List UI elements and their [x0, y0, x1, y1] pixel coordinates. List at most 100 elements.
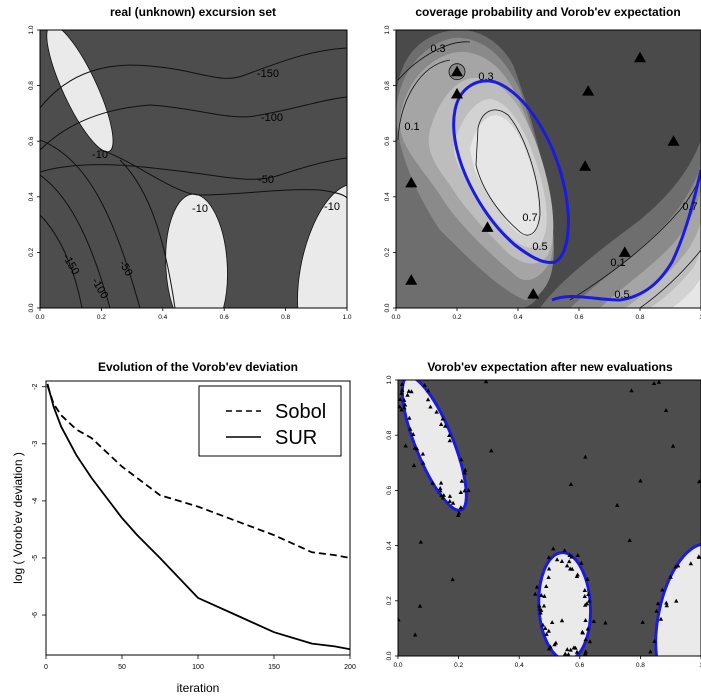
evaluation-point [660, 587, 665, 592]
evaluation-point [425, 397, 431, 402]
x-tick-label: 0.0 [393, 662, 402, 669]
design-points [405, 51, 680, 299]
evaluation-point [583, 651, 588, 656]
evaluation-point [447, 493, 453, 498]
vorobev-regions [400, 380, 701, 656]
evaluation-point [565, 647, 570, 652]
plot-frame [395, 29, 701, 309]
x-tick-label: 0.0 [35, 314, 44, 321]
y-tick-label: 0.6 [28, 136, 35, 145]
x-axis: 0 50 100 150 200 [44, 655, 356, 671]
evaluation-point [462, 488, 467, 493]
design-point [481, 221, 494, 232]
evaluation-point [652, 638, 657, 643]
y-tick-label: 1.0 [386, 375, 393, 384]
evaluation-point [406, 388, 412, 393]
contour-line [99, 149, 347, 199]
evaluation-point [656, 380, 662, 384]
evaluation-point [408, 426, 413, 431]
evaluation-point [638, 478, 643, 483]
evaluation-point [664, 603, 669, 608]
line-series [46, 383, 351, 651]
x-axis: 0.0 0.2 0.4 0.6 0.8 1.0 [35, 308, 352, 321]
evaluation-point [559, 618, 565, 623]
evaluation-point [411, 463, 417, 468]
evaluation-point [399, 407, 404, 412]
evaluation-point [664, 600, 669, 605]
panel-title: Evolution of the Vorob'ev deviation [98, 360, 298, 374]
evaluation-point [651, 381, 657, 386]
y-tick-label: 0.2 [386, 596, 393, 605]
design-point [582, 85, 595, 96]
contour-label: 0.1 [610, 257, 625, 269]
vorobev-expectation-contour [452, 79, 701, 302]
evaluation-point [458, 505, 464, 510]
panel-title: coverage probability and Vorob'ev expect… [415, 5, 680, 19]
vorobev-region [654, 542, 701, 656]
evaluation-point [540, 622, 546, 627]
evaluation-point [564, 563, 570, 568]
evaluation-point [567, 553, 572, 557]
x-axis: 0.0 0.2 0.4 0.6 0.8 1 [393, 656, 701, 669]
contour-line [119, 159, 176, 308]
vorobev-region [537, 551, 593, 656]
evaluation-point [546, 575, 551, 580]
evaluation-point [696, 554, 701, 559]
evaluation-point [398, 617, 401, 622]
design-point [527, 288, 540, 299]
evaluation-point [489, 448, 494, 453]
y-axis: 0.0 0.2 0.4 0.6 0.8 1.0 [28, 25, 40, 313]
evaluation-point [568, 566, 573, 571]
evaluation-point [459, 457, 464, 462]
y-tick-label: 0.0 [384, 303, 391, 312]
panel-vorobev-after-evaluations: Vorob'ev expectation after new evaluatio… [386, 360, 701, 669]
y-tick-label: -2 [32, 383, 39, 389]
contour-line [475, 109, 541, 236]
contour-line [40, 139, 141, 308]
evaluation-point [417, 603, 423, 608]
evaluation-point [571, 645, 577, 650]
y-tick-label: 0.4 [386, 541, 393, 550]
evaluation-point [458, 490, 463, 494]
design-point [451, 65, 463, 77]
x-tick-label: 1 [699, 662, 701, 669]
evaluation-point [544, 631, 549, 636]
x-tick-label: 0.8 [636, 662, 645, 669]
evaluation-point [402, 402, 408, 407]
vorobev-region [400, 380, 468, 512]
evaluation-point [574, 649, 580, 654]
evaluation-point [654, 608, 659, 613]
evaluation-point [567, 559, 572, 564]
evaluation-point [582, 588, 588, 592]
evaluation-point [456, 512, 461, 517]
evaluation-point [422, 382, 427, 387]
evaluation-point [439, 493, 444, 498]
panel-title: Vorob'ev expectation after new evaluatio… [427, 360, 673, 374]
evaluation-point [447, 438, 453, 443]
y-tick-label: 0.2 [28, 248, 35, 257]
probability-band [470, 115, 539, 237]
evaluation-point [585, 626, 591, 631]
evaluation-point [568, 482, 574, 487]
evaluation-point [575, 572, 580, 577]
evaluation-point [575, 553, 580, 558]
contour-line [40, 47, 347, 109]
evaluation-point [554, 557, 560, 562]
y-tick-label: 0.4 [384, 192, 391, 201]
evaluation-point [675, 563, 681, 568]
x-tick-label: 0.2 [452, 314, 461, 321]
evaluation-point [603, 620, 608, 625]
x-axis-label: iteration [177, 681, 220, 695]
evaluation-point [398, 404, 402, 409]
contour-line [639, 249, 701, 308]
design-point [618, 246, 631, 257]
design-point [405, 176, 418, 188]
y-tick-label: 0.0 [386, 651, 393, 660]
contour-line [569, 174, 701, 301]
evaluation-point [586, 591, 591, 596]
contour-label: 0.5 [614, 289, 629, 301]
evaluation-point [543, 626, 548, 630]
evaluation-point [579, 560, 584, 565]
excursion-region [297, 184, 347, 308]
x-tick-label: 0.8 [281, 314, 290, 321]
